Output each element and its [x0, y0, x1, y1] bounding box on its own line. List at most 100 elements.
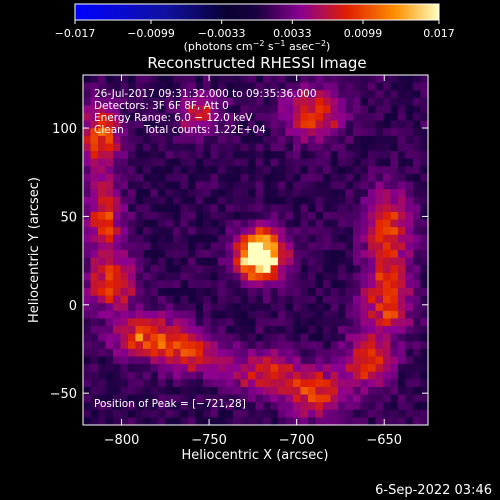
- heatmap-cell: [90, 402, 99, 411]
- heatmap-cell: [315, 97, 324, 107]
- heatmap-cell: [203, 288, 212, 297]
- heatmap-cell: [83, 250, 92, 259]
- heatmap-cell: [330, 173, 339, 183]
- heatmap-cell: [225, 280, 234, 289]
- heatmap-cell: [353, 341, 362, 350]
- heatmap-cell: [128, 272, 137, 282]
- heatmap-cell: [255, 135, 264, 145]
- heatmap-cell: [90, 326, 99, 335]
- heatmap-cell: [218, 227, 227, 236]
- heatmap-cell: [360, 166, 369, 175]
- heatmap-cell: [173, 371, 182, 380]
- heatmap-cell: [255, 318, 264, 327]
- heatmap-cell: [143, 386, 152, 396]
- heatmap-cell: [158, 128, 167, 137]
- heatmap-cell: [263, 82, 272, 91]
- heatmap-cell: [218, 204, 227, 213]
- heatmap-cell: [420, 75, 429, 84]
- heatmap-cell: [240, 295, 249, 304]
- heatmap-cell: [90, 82, 99, 91]
- heatmap-cell: [98, 128, 107, 137]
- heatmap-cell: [98, 265, 107, 274]
- heatmap-cell: [308, 402, 317, 411]
- heatmap-cell: [323, 90, 332, 99]
- heatmap-cell: [225, 386, 234, 396]
- heatmap-cell: [420, 158, 429, 167]
- heatmap-cell: [173, 211, 182, 221]
- heatmap-cell: [90, 204, 99, 213]
- heatmap-cell: [180, 158, 189, 167]
- heatmap-cell: [180, 97, 189, 107]
- heatmap-cell: [278, 242, 287, 251]
- heatmap-cell: [405, 211, 414, 221]
- heatmap-cell: [383, 158, 392, 167]
- heatmap-cell: [135, 379, 144, 388]
- heatmap-cell: [158, 356, 167, 365]
- heatmap-cell: [383, 379, 392, 388]
- heatmap-cell: [390, 257, 399, 266]
- heatmap-cell: [398, 173, 407, 183]
- heatmap-cell: [368, 135, 377, 145]
- heatmap-cell: [105, 204, 114, 213]
- heatmap-cell: [315, 333, 324, 342]
- heatmap-cell: [293, 348, 302, 358]
- heatmap-cell: [398, 371, 407, 380]
- heatmap-cell: [195, 333, 204, 342]
- heatmap-cell: [180, 371, 189, 380]
- heatmap-cell: [383, 280, 392, 289]
- heatmap-cell: [330, 189, 339, 198]
- heatmap-cell: [315, 189, 324, 198]
- heatmap-cell: [413, 234, 422, 243]
- heatmap-cell: [248, 280, 257, 289]
- heatmap-cell: [263, 386, 272, 396]
- heatmap-cell: [338, 348, 347, 358]
- heatmap-cell: [203, 364, 212, 373]
- heatmap-cell: [120, 250, 129, 259]
- heatmap-cell: [405, 196, 414, 205]
- heatmap-cell: [278, 143, 287, 152]
- heatmap-cell: [105, 280, 114, 289]
- heatmap-cell: [398, 135, 407, 145]
- heatmap-cell: [353, 128, 362, 137]
- heatmap-cell: [300, 128, 309, 137]
- heatmap-cell: [398, 211, 407, 221]
- heatmap-cell: [248, 250, 257, 259]
- heatmap-cell: [83, 417, 92, 426]
- heatmap-cell: [83, 234, 92, 243]
- heatmap-cell: [83, 181, 92, 190]
- heatmap-cell: [368, 379, 377, 388]
- heatmap-cell: [248, 310, 257, 320]
- heatmap-cell: [158, 135, 167, 145]
- heatmap-cell: [405, 166, 414, 175]
- heatmap-cell: [218, 417, 227, 426]
- heatmap-cell: [398, 417, 407, 426]
- heatmap-cell: [255, 250, 264, 259]
- heatmap-cell: [195, 303, 204, 312]
- heatmap-cell: [158, 250, 167, 259]
- heatmap-cell: [98, 333, 107, 342]
- heatmap-cell: [315, 356, 324, 365]
- heatmap-cell: [203, 348, 212, 358]
- heatmap-cell: [405, 364, 414, 373]
- heatmap-cell: [293, 128, 302, 137]
- heatmap-cell: [218, 364, 227, 373]
- heatmap-cell: [405, 310, 414, 320]
- heatmap-cell: [158, 234, 167, 243]
- heatmap-cell: [135, 227, 144, 236]
- heatmap-cell: [210, 189, 219, 198]
- heatmap-cell: [323, 204, 332, 213]
- heatmap-cell: [233, 409, 242, 418]
- heatmap-cell: [278, 394, 287, 403]
- heatmap-cell: [240, 379, 249, 388]
- heatmap-cell: [345, 371, 354, 380]
- heatmap-cell: [420, 348, 429, 358]
- x-tick-label: −700: [279, 433, 315, 448]
- heatmap-cell: [375, 219, 384, 228]
- heatmap-cell: [323, 82, 332, 91]
- heatmap-cell: [345, 333, 354, 342]
- heatmap-cell: [263, 211, 272, 221]
- heatmap-cell: [240, 310, 249, 320]
- heatmap-cell: [308, 295, 317, 304]
- heatmap-cell: [360, 105, 369, 114]
- heatmap-cell: [173, 272, 182, 282]
